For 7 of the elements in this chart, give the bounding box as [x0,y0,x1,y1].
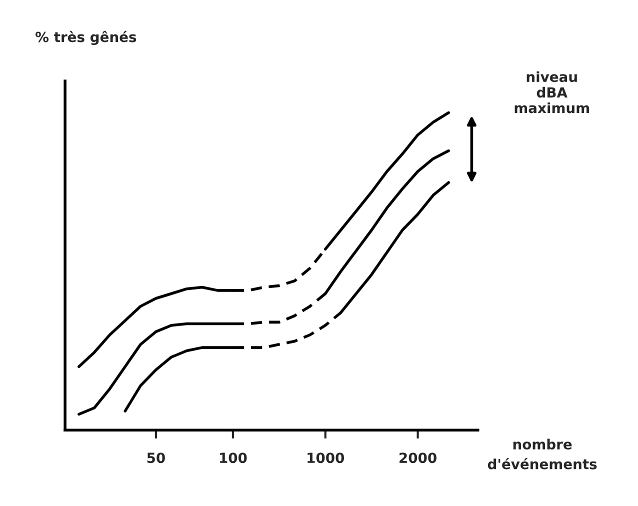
x-tick-label: 50 [147,452,165,464]
y-axis-title: % très gênés [36,30,136,46]
x-tick-label: 1000 [308,452,344,464]
x-tick-label: 100 [220,452,247,464]
x-axis-title: nombre d'événements [488,438,597,470]
x-tick-label: 2000 [400,452,436,464]
text: niveau dBA maximum [514,71,589,114]
